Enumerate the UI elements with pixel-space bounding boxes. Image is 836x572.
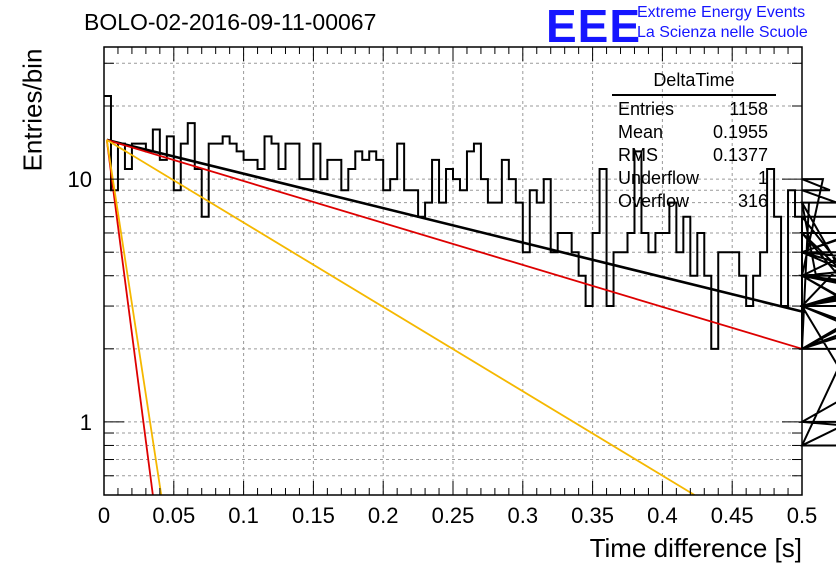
fit-lines-layer — [105, 138, 803, 496]
x-tick-label: 0.25 — [432, 503, 475, 528]
axis-ticks — [103, 47, 803, 496]
stats-divider — [612, 94, 776, 96]
y-tick-label: 1 — [80, 410, 92, 435]
tick-labels: 0 0.05 0.1 0.15 0.2 0.25 0.3 0.35 0.4 0.45 0.5 1 10 — [68, 167, 818, 528]
histogram-steps — [104, 94, 836, 447]
stats-rows: Entries 1158 Mean 0.1955 RMS 0.1377 Underflow 1… — [612, 98, 776, 213]
stats-row: Underflow 1 — [612, 167, 776, 190]
fit-line-4 — [106, 139, 695, 496]
x-tick-label: 0 — [98, 503, 110, 528]
stats-box: DeltaTime Entries 1158 Mean 0.1955 RMS 0.1377… — [612, 70, 776, 213]
stats-row: Entries 1158 — [612, 98, 776, 121]
stats-value: 0.1377 — [712, 145, 768, 165]
stats-value: 0.1955 — [712, 122, 768, 142]
histogram-layer — [104, 94, 836, 447]
fit-line-3 — [105, 139, 154, 496]
x-tick-label: 0.3 — [508, 503, 539, 528]
stats-value: 1158 — [729, 99, 768, 119]
fit-line-2 — [106, 139, 803, 350]
stats-label: Entries — [618, 99, 675, 119]
stats-row: Mean 0.1955 — [612, 121, 776, 144]
stats-label: Underflow — [618, 168, 700, 188]
x-axis-label: Time difference [s] — [589, 533, 802, 563]
x-tick-label: 0.45 — [711, 503, 754, 528]
x-tick-label: 0.2 — [368, 503, 399, 528]
x-tick-label: 0.1 — [228, 503, 259, 528]
stats-label: RMS — [618, 145, 658, 165]
fit-line-5 — [105, 139, 163, 496]
stats-value: 316 — [737, 191, 768, 211]
stats-row: Overflow 316 — [612, 190, 776, 213]
stats-row: RMS 0.1377 — [612, 144, 776, 167]
y-tick-label: 10 — [68, 167, 92, 192]
x-tick-label: 0.5 — [787, 503, 818, 528]
stats-value: 1 — [757, 168, 768, 188]
fit-line-1 — [106, 138, 803, 313]
stats-title: DeltaTime — [653, 70, 735, 90]
logo-line-2: La Scienza nelle Scuole — [637, 24, 808, 41]
logo-line-1: Extreme Energy Events — [637, 4, 806, 21]
x-tick-label: 0.15 — [292, 503, 335, 528]
eee-logo-mark: EEE — [546, 0, 642, 52]
stats-label: Mean — [618, 122, 664, 142]
x-tick-label: 0.4 — [647, 503, 678, 528]
run-title: BOLO-02-2016-09-11-00067 — [84, 9, 377, 35]
stats-label: Overflow — [618, 191, 690, 211]
x-tick-label: 0.35 — [571, 503, 614, 528]
y-axis-label: Entries/bin — [17, 48, 48, 172]
x-tick-label: 0.05 — [152, 503, 195, 528]
